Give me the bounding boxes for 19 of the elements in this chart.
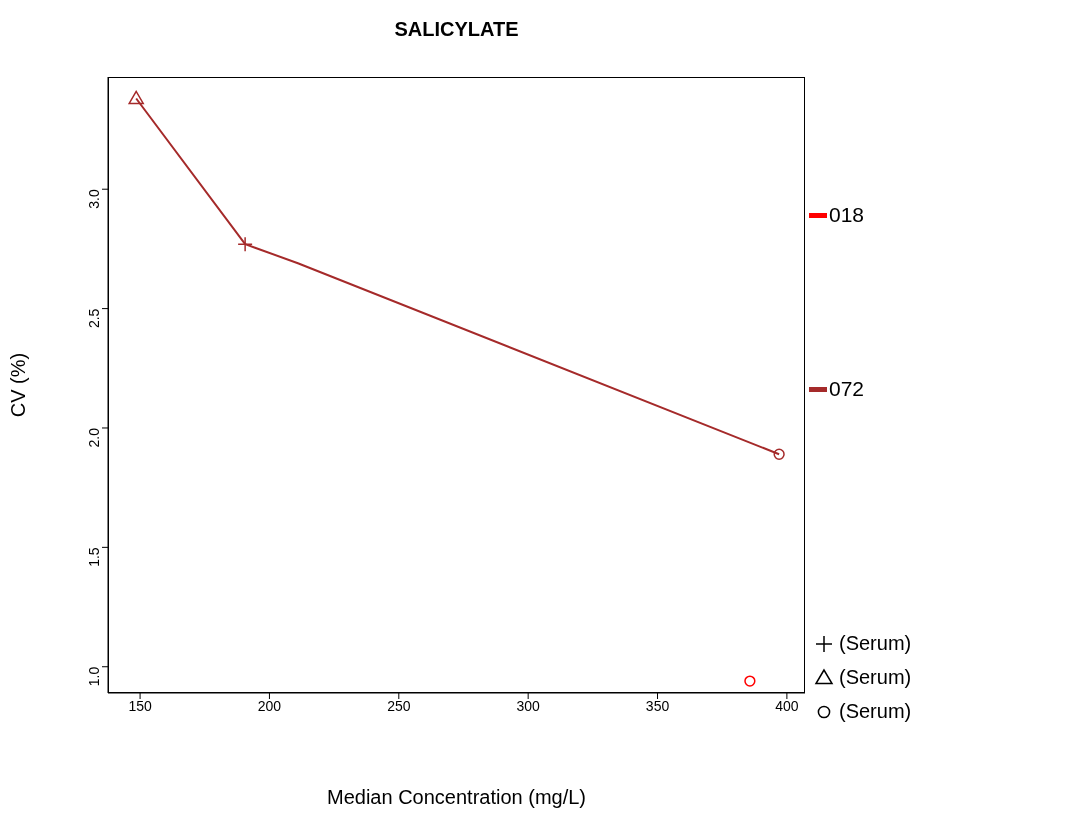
x-tick-label: 200 xyxy=(257,697,282,714)
y-tick-label: 1.5 xyxy=(85,547,102,567)
legend-label: 072 xyxy=(829,377,865,401)
y-tick-label: 2.0 xyxy=(85,427,102,448)
y-tick-label: 3.0 xyxy=(85,189,102,209)
legend-label: 018 xyxy=(829,203,865,227)
x-tick-label: 350 xyxy=(645,697,670,714)
text: (Serum) xyxy=(839,699,912,723)
x-tick-label: 400 xyxy=(775,697,799,714)
x-tick-label: 300 xyxy=(516,697,541,714)
x-tick-label: 250 xyxy=(387,697,411,714)
x-tick-label: 150 xyxy=(128,697,152,714)
y-tick-label: 1.0 xyxy=(85,666,102,687)
text: (Serum) xyxy=(839,631,912,655)
chart-title: SALICYLATE xyxy=(393,18,520,41)
y-tick-label: 2.5 xyxy=(85,308,102,329)
x-axis-title: Median Concentration (mg/L) xyxy=(326,786,587,809)
y-axis-title: CV (%) xyxy=(7,352,30,418)
text: (Serum) xyxy=(839,665,912,689)
